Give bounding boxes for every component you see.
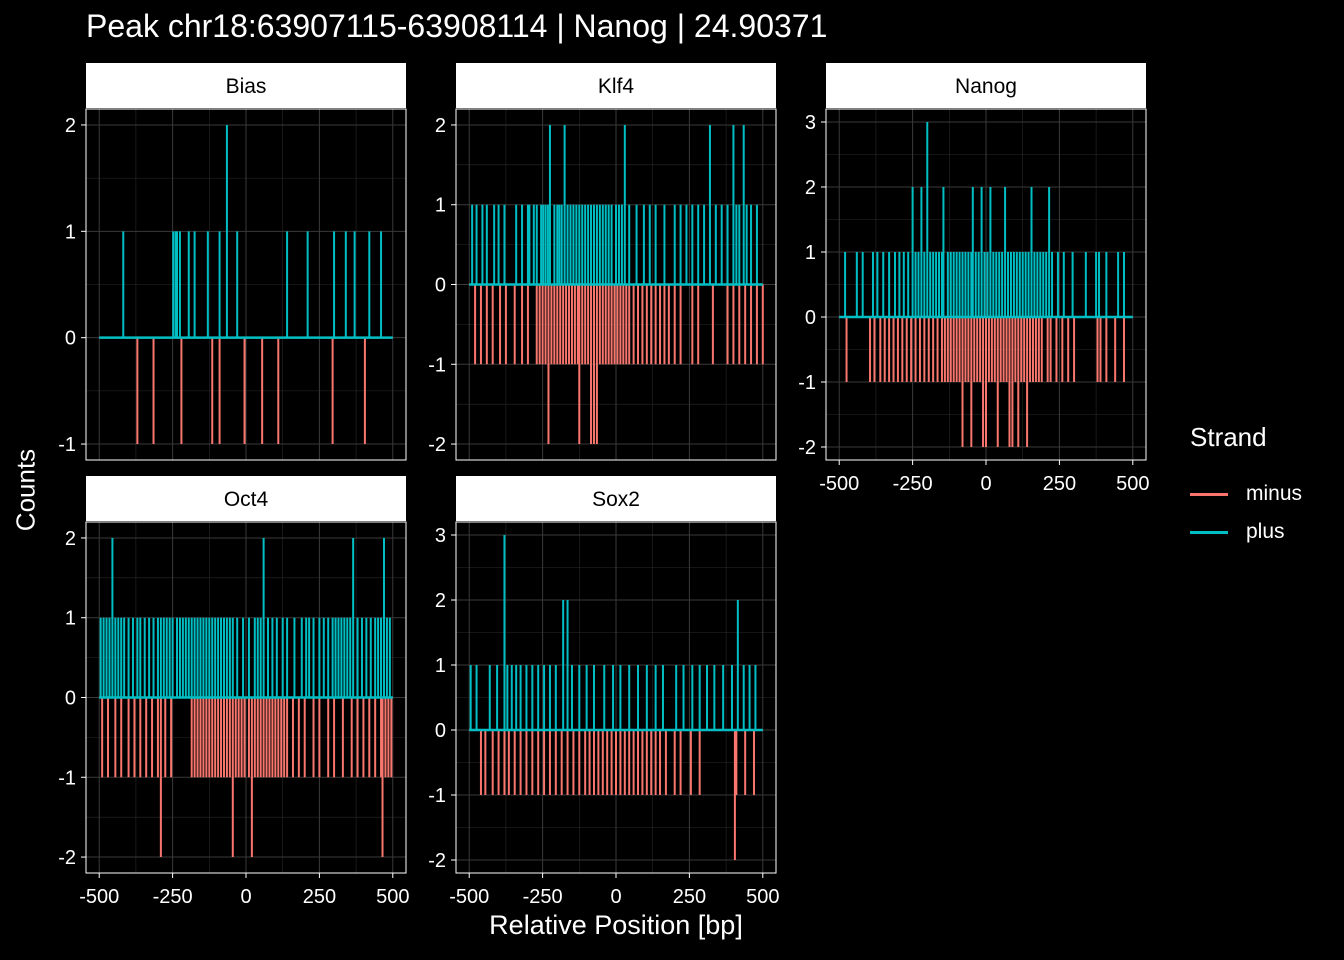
x-tick-label: -250 — [523, 886, 563, 908]
y-tick-label: 3 — [805, 112, 816, 134]
y-tick-label: -1 — [58, 434, 76, 456]
y-tick-label: 0 — [805, 307, 816, 329]
y-tick-label: 1 — [435, 655, 446, 677]
strip-label-nanog: Nanog — [955, 75, 1017, 98]
x-tick-label: -250 — [893, 473, 933, 495]
legend-item-minus: minus — [1190, 475, 1302, 513]
x-tick-label: -500 — [79, 886, 119, 908]
y-tick-label: -2 — [798, 437, 816, 459]
strip-label-bias: Bias — [226, 75, 267, 98]
strip-label-oct4: Oct4 — [224, 488, 269, 511]
x-tick-label: -500 — [449, 886, 489, 908]
x-tick-label: 250 — [673, 886, 706, 908]
y-tick-label: -1 — [58, 767, 76, 789]
legend-key-minus — [1190, 492, 1228, 496]
strip-label-sox2: Sox2 — [592, 488, 640, 511]
y-tick-label: 1 — [65, 608, 76, 630]
x-tick-label: 500 — [746, 886, 779, 908]
x-tick-label: 0 — [980, 473, 991, 495]
y-tick-label: 1 — [435, 195, 446, 217]
x-tick-label: 500 — [1116, 473, 1149, 495]
y-tick-label: 2 — [65, 115, 76, 137]
legend-title: Strand — [1190, 422, 1267, 452]
legend: Strand minus plus — [1190, 422, 1302, 551]
y-tick-label: -2 — [428, 434, 446, 456]
legend-label-plus: plus — [1246, 520, 1285, 543]
panel-border-bias — [85, 108, 407, 461]
x-tick-label: 250 — [303, 886, 336, 908]
strip-nanog — [826, 63, 1146, 108]
panel-sox2: Sox2 -2 -1 0 1 2 3 -500 -250 0 250 500 — [428, 476, 779, 908]
strip-label-klf4: Klf4 — [598, 75, 635, 98]
y-tick-label: 0 — [435, 275, 446, 297]
x-tick-label: 0 — [610, 886, 621, 908]
x-tick-label: -500 — [819, 473, 859, 495]
y-tick-label: 2 — [805, 177, 816, 199]
x-tick-label: -250 — [153, 886, 193, 908]
legend-item-plus: plus — [1190, 513, 1302, 551]
panel-oct4: Oct4 -2 -1 0 1 2 -500 -250 0 250 500 — [58, 476, 409, 908]
legend-label-minus: minus — [1246, 482, 1303, 505]
y-tick-label: -1 — [798, 372, 816, 394]
strip-oct4 — [86, 476, 406, 521]
strip-bias — [86, 63, 406, 108]
y-tick-label: -1 — [428, 785, 446, 807]
y-tick-label: -1 — [428, 354, 446, 376]
strip-sox2 — [456, 476, 776, 521]
page-title: Peak chr18:63907115-63908114 | Nanog | 2… — [86, 8, 828, 44]
y-tick-label: 3 — [435, 525, 446, 547]
y-tick-label: 0 — [435, 720, 446, 742]
x-tick-label: 500 — [376, 886, 409, 908]
x-tick-label: 250 — [1043, 473, 1076, 495]
panel-klf4: Klf4 -2 -1 0 1 2 — [428, 63, 777, 461]
y-tick-label: 1 — [805, 242, 816, 264]
y-tick-label: -2 — [58, 847, 76, 869]
strip-klf4 — [456, 63, 776, 108]
panel-nanog: Nanog -2 -1 0 1 2 3 -500 -250 0 250 500 — [798, 63, 1149, 495]
y-tick-label: 2 — [435, 590, 446, 612]
x-axis-label: Relative Position [bp] — [489, 910, 743, 940]
legend-key-plus — [1190, 530, 1228, 534]
y-tick-label: 0 — [65, 688, 76, 710]
x-tick-label: 0 — [240, 886, 251, 908]
y-tick-label: 2 — [435, 115, 446, 137]
y-tick-label: 1 — [65, 221, 76, 243]
y-tick-label: 2 — [65, 528, 76, 550]
y-tick-label: -2 — [428, 850, 446, 872]
y-tick-label: 0 — [65, 328, 76, 350]
panel-bias: Bias -1 0 1 2 — [58, 63, 407, 461]
